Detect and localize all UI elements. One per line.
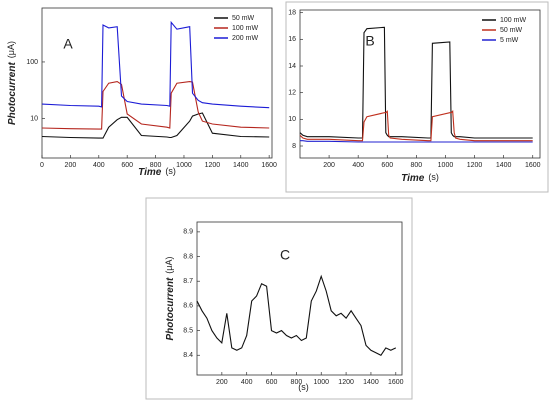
panel-border [145,197,413,400]
x-tick-label: 1200 [467,162,483,169]
data-line [41,112,270,139]
panel-label: C [280,247,290,263]
x-tick-label: 400 [241,379,253,386]
x-tick-label: 1000 [438,162,454,169]
x-tick-label: 600 [266,379,278,386]
y-tick-label: 18 [288,10,296,17]
x-tick-label: 0 [40,162,44,169]
plot-frame [299,9,541,159]
x-tick-label: 200 [216,379,228,386]
x-tick-label: 200 [323,162,335,169]
x-tick-label: 1600 [525,162,541,169]
x-axis-unit: (s) [165,166,176,176]
y-tick-label: 8.4 [183,352,193,359]
y-axis-label: Photocurrent (μA) [6,41,17,125]
y-axis-title: Photocurrent [7,62,18,125]
x-tick-label: 1600 [261,162,277,169]
y-axis-label: Photocurrent (μA) [164,257,175,341]
x-tick-label: 1400 [363,379,379,386]
y-tick-label: 8.6 [183,303,193,310]
y-tick-label: 10 [30,115,38,122]
plot-frame [41,7,273,159]
y-axis-unit: (μA) [6,41,16,58]
panel-label: B [365,33,374,49]
x-tick-label: 1400 [496,162,512,169]
data-line [41,81,270,130]
x-tick-label: 400 [352,162,364,169]
x-tick-label: 1200 [205,162,221,169]
y-tick-label: 8.9 [183,229,193,236]
y-tick-label: 8.7 [183,278,193,285]
x-tick-label: 1200 [338,379,354,386]
legend-label: 5 mW [500,37,519,44]
x-tick-label: 1400 [233,162,249,169]
x-axis-label: Time (s) [401,172,439,183]
y-tick-label: 8 [292,143,296,150]
legend-label: 100 mW [232,25,258,32]
x-axis-label: (s) [298,382,309,392]
panel-border [285,1,549,193]
data-line [299,110,533,142]
legend-label: 50 mW [232,15,255,22]
legend-label: 100 mW [500,17,526,24]
x-tick-label: 800 [291,379,303,386]
x-axis-unit: (s) [298,382,309,392]
y-tick-label: 10 [288,116,296,123]
x-axis-title: Time [401,173,425,184]
x-axis-unit: (s) [428,172,439,182]
data-line [41,20,270,109]
y-tick-label: 14 [288,63,296,70]
x-tick-label: 1000 [176,162,192,169]
panel-label: A [63,36,73,52]
x-tick-label: 1000 [313,379,329,386]
x-tick-label: 400 [93,162,105,169]
y-tick-label: 8.5 [183,327,193,334]
plot-frame [196,221,403,376]
legend-label: 50 mW [500,27,523,34]
y-tick-label: 100 [26,59,38,66]
y-tick-label: 8.8 [183,253,193,260]
x-tick-label: 600 [121,162,133,169]
data-line [299,26,533,139]
y-tick-label: 12 [288,90,296,97]
y-tick-label: 16 [288,36,296,43]
y-axis-unit: (μA) [164,257,174,274]
y-axis-title: Photocurrent [165,277,176,340]
x-axis-label: Time (s) [138,166,176,177]
data-line [300,140,533,143]
data-line [196,274,397,357]
x-tick-label: 800 [411,162,423,169]
legend-label: 200 mW [232,35,258,42]
x-tick-label: 600 [381,162,393,169]
x-tick-label: 200 [65,162,77,169]
x-axis-title: Time [138,167,162,178]
x-tick-label: 1600 [388,379,404,386]
x-tick-label: 800 [150,162,162,169]
